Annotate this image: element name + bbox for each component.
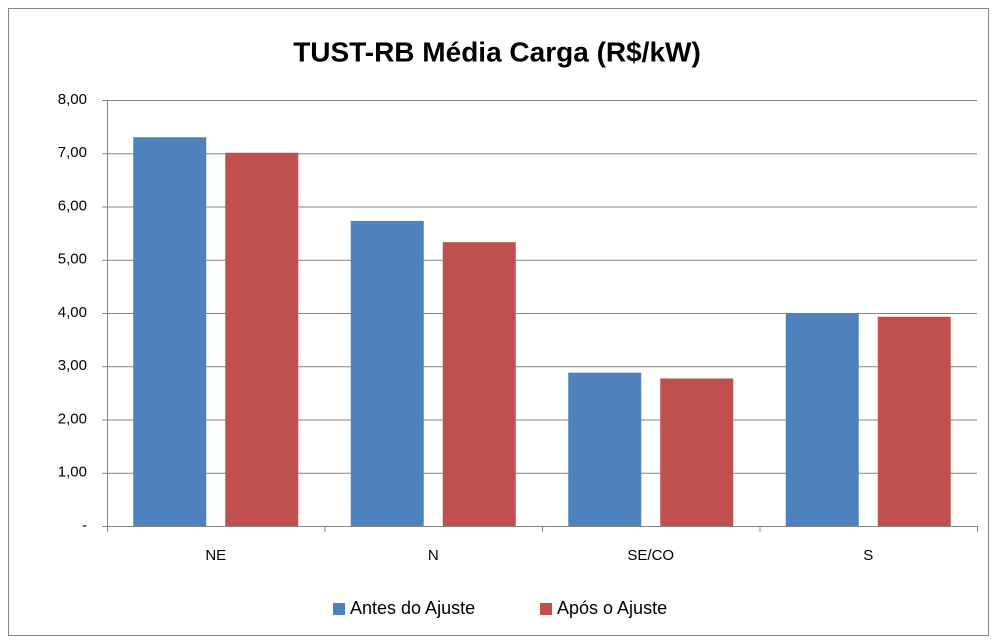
legend-label: Após o Ajuste: [557, 598, 667, 618]
y-tick-label: 7,00: [58, 144, 87, 161]
y-tick-label: 1,00: [58, 464, 87, 481]
bar: [660, 378, 734, 526]
y-tick-label: -: [82, 517, 87, 534]
y-tick-label: 8,00: [58, 91, 87, 108]
x-tick-label: S: [863, 547, 873, 564]
y-tick-label: 2,00: [58, 410, 87, 427]
x-tick-label: N: [428, 547, 439, 564]
x-tick-label: NE: [205, 547, 226, 564]
bar: [133, 137, 207, 526]
legend-swatch: [333, 603, 345, 615]
legend-label: Antes do Ajuste: [350, 598, 475, 618]
y-tick-label: 5,00: [58, 251, 87, 268]
y-tick-label: 6,00: [58, 197, 87, 214]
y-tick-label: 4,00: [58, 304, 87, 321]
x-tick-label: SE/CO: [627, 547, 674, 564]
y-tick-label: 3,00: [58, 357, 87, 374]
bar: [350, 220, 424, 526]
bar: [877, 316, 951, 526]
bar: [568, 372, 642, 526]
chart-title: TUST-RB Média Carga (R$/kW): [293, 36, 701, 67]
bar: [442, 242, 516, 527]
bar: [225, 152, 299, 526]
legend-swatch: [540, 603, 552, 615]
bar: [785, 313, 859, 526]
